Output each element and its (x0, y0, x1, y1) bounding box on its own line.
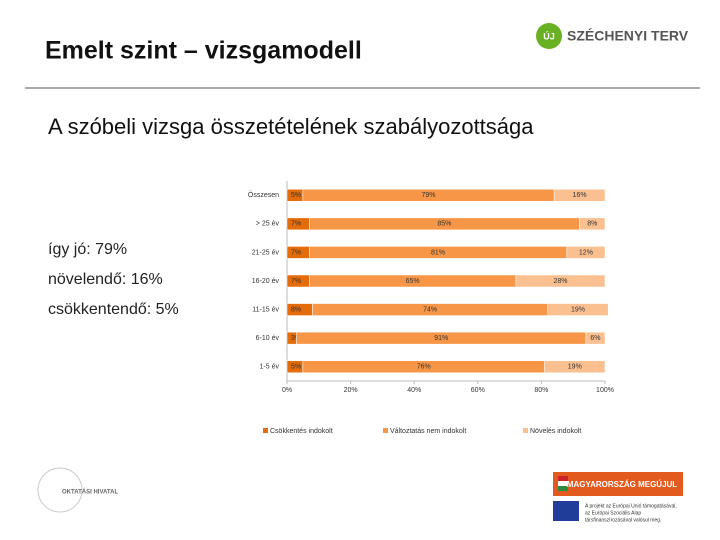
office-name: OKTATÁSI HIVATAL (62, 489, 118, 496)
flag (558, 481, 568, 486)
data-label: 19% (568, 364, 582, 371)
x-tick-label: 20% (344, 387, 358, 394)
x-tick-label: 80% (534, 387, 548, 394)
bar-segment (579, 217, 606, 231)
data-label: 3% (291, 335, 301, 342)
bar-segment (547, 303, 609, 316)
legend-swatch (383, 428, 388, 433)
data-label: 81% (431, 249, 445, 256)
data-label: 79% (422, 192, 436, 199)
data-label: 7% (291, 278, 301, 285)
legend-label: Növelés indokolt (530, 428, 581, 435)
data-label: 85% (437, 221, 451, 228)
title: Emelt szint – vizsgamodell (45, 37, 362, 65)
bar-segment (544, 360, 606, 373)
logo-circle (536, 23, 562, 49)
flag (558, 476, 568, 481)
data-label: 16% (573, 192, 587, 199)
y-tick-label: 16-20 év (252, 278, 280, 285)
data-label: 8% (587, 221, 597, 228)
bar-segment (566, 246, 606, 259)
subtitle: A szóbeli vizsga összetételének szabályo… (48, 114, 534, 139)
data-label: 5% (291, 364, 301, 371)
data-label: 8% (291, 306, 301, 313)
data-label: 6% (590, 335, 600, 342)
side-note: csökkentendő: 5% (48, 301, 179, 318)
side-note: így jó: 79% (48, 241, 127, 258)
bar-segment (553, 189, 606, 202)
banner (553, 472, 683, 496)
x-tick-label: 100% (596, 387, 614, 394)
x-tick-label: 0% (282, 387, 292, 394)
office-logo (37, 467, 83, 513)
bar-segment (585, 331, 606, 345)
flag (558, 486, 568, 491)
data-label: 28% (553, 278, 567, 285)
data-label: 12% (579, 249, 593, 256)
x-tick-label: 60% (471, 387, 485, 394)
eu-note: A projekt az Európai Unió támogatásával, (585, 503, 677, 509)
y-tick-label: 11-15 év (252, 306, 279, 313)
y-tick-label: Összesen (248, 191, 279, 199)
legend-label: Csökkentés indokolt (270, 428, 333, 435)
banner-text: MAGYARORSZÁG MEGÚJUL (567, 480, 677, 489)
data-label: 91% (434, 335, 448, 342)
eu-note: az Európai Szociális Alap (585, 510, 641, 516)
y-tick-label: 6-10 év (256, 335, 280, 342)
data-label: 7% (291, 221, 301, 228)
bar-segment (515, 274, 606, 288)
eu-flag (553, 501, 579, 521)
data-label: 74% (423, 306, 437, 313)
legend-swatch (523, 428, 528, 433)
data-label: 19% (571, 306, 585, 313)
y-tick-label: 1-5 év (260, 364, 280, 371)
legend-label: Változtatás nem indokolt (390, 428, 466, 435)
data-label: 7% (291, 249, 301, 256)
y-tick-label: 21-25 év (252, 249, 280, 256)
data-label: 5% (291, 192, 301, 199)
y-tick-label: > 25 év (256, 221, 280, 228)
logo-mark: ÚJ (543, 30, 555, 41)
eu-note: társfinanszírozásával valósul meg. (585, 517, 661, 523)
legend-swatch (263, 428, 268, 433)
data-label: 76% (417, 364, 431, 371)
data-label: 65% (406, 278, 420, 285)
side-note: növelendő: 16% (48, 271, 163, 288)
x-tick-label: 40% (407, 387, 421, 394)
logo-text: SZÉCHENYI TERV (567, 28, 689, 44)
